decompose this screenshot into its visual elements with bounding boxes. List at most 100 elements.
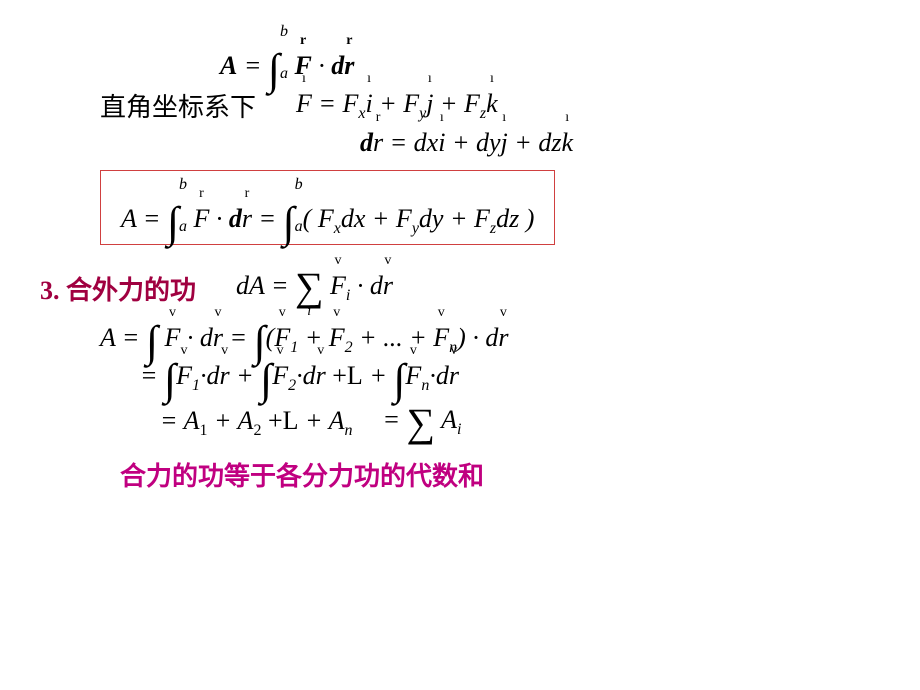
eq3-up1: b — [179, 177, 187, 193]
eq1-dot: · — [312, 51, 332, 80]
equation-work-integral: A = ∫ba F · dr — [220, 24, 880, 83]
eq7-sum: ∑ — [407, 400, 436, 445]
section3-title: 3. 合外力的功 — [40, 270, 196, 307]
eq6-d3: d — [436, 361, 449, 390]
eq3-dx: dx — [341, 204, 366, 233]
eq3-int1: ∫ — [167, 210, 179, 236]
eq2a-i: i — [365, 89, 372, 119]
eq6-plusL: + — [332, 361, 347, 390]
eq2a-Fx: F — [342, 89, 358, 118]
eq4-math: dA = ∑ i Fi · dr — [236, 257, 393, 319]
eq2b-i: i — [438, 128, 445, 158]
eq7-right: = ∑ Ai — [382, 399, 461, 446]
eq6-r2: r — [316, 361, 326, 391]
eq3-Fx: F — [318, 204, 334, 233]
eq1-limits: ba — [280, 24, 288, 82]
eq4-r: r — [383, 271, 393, 301]
eq2b-j: j — [501, 128, 508, 158]
eq5-int1: ∫ — [146, 329, 158, 355]
eq6-s2: 2 — [288, 377, 296, 394]
eq6-int3: ∫ — [393, 367, 405, 393]
eq2a-j: j — [426, 89, 433, 119]
eq6-s1: 1 — [192, 377, 200, 394]
eq7-A1: A — [184, 406, 200, 435]
eq2b-r: r — [373, 128, 383, 158]
eq5-close: ) — [457, 323, 466, 352]
eq2b-math: dr = dxi + dyj + dzk — [360, 128, 573, 158]
eq3-math: A = ∫ba F · dr = ∫ba( Fxdx + Fydy + Fzdz… — [121, 204, 534, 233]
eq3-low2: a — [295, 219, 303, 235]
eq2b-eq: = — [383, 128, 414, 157]
eq5-int2: ∫ — [254, 329, 266, 355]
eq3-lim2: ba — [295, 177, 303, 235]
eq7-plusL: + — [268, 406, 283, 435]
eq6-eq: = — [140, 361, 164, 390]
eq7-left: = A1 + A2 +L + An — [160, 406, 352, 440]
eq5-Fn: F — [433, 323, 449, 353]
eq5-math: A = ∫ F · dr = ∫(F1 + F2 + ... + Fn) · d… — [100, 323, 508, 357]
eq5-F2: F — [329, 323, 345, 353]
eq4-sum: ∑ — [295, 267, 324, 307]
eq3-int2: ∫ — [283, 210, 295, 236]
eq6-d2: d — [303, 361, 316, 390]
eq5-eq1: = — [115, 323, 146, 352]
eq6-d1: d — [207, 361, 220, 390]
row-section3: 3. 合外力的功 dA = ∑ i Fi · dr — [40, 257, 880, 319]
eq1-eq: = — [237, 51, 268, 80]
eq6-p3: + — [369, 361, 393, 390]
eq7-p3: + — [305, 406, 329, 435]
eq2b-d: d — [360, 128, 373, 157]
eq3-open: ( — [303, 204, 318, 233]
eq5-s2: 2 — [345, 339, 353, 356]
eq2a-eq: = — [312, 89, 343, 118]
eq4-dot: · — [350, 271, 370, 300]
eq7-eq1: = — [160, 406, 184, 435]
eq6-Fn: F — [405, 361, 421, 391]
eq6-F2: F — [272, 361, 288, 391]
eq6-L: L — [347, 361, 363, 390]
eq7-sn: n — [344, 422, 352, 439]
eq5-dot2: · — [466, 323, 486, 352]
eq5-d1: d — [200, 323, 213, 352]
eq1-int: ∫ — [268, 57, 280, 83]
boxed-equation: A = ∫ba F · dr = ∫ba( Fxdx + Fydy + Fzdz… — [100, 170, 555, 245]
eq3-sy: y — [412, 220, 419, 237]
eq3-dz: dz — [496, 204, 519, 233]
eq6-r1: r — [220, 361, 230, 391]
eq4-eq: = — [264, 271, 295, 300]
eq3-eq1: = — [136, 204, 167, 233]
eq3-d: d — [229, 204, 242, 233]
eq3-p2: + — [443, 204, 474, 233]
eq5-eq2: = — [230, 323, 254, 352]
eq2a-F: F — [296, 89, 312, 119]
eq3-eq2: = — [252, 204, 283, 233]
eq3-r: r — [242, 204, 252, 234]
eq3-dy: dy — [419, 204, 444, 233]
eq5-r2: r — [498, 323, 508, 353]
eq7-An: A — [329, 406, 345, 435]
eq6-p1: + — [230, 361, 261, 390]
eq7-Ai: A — [441, 405, 457, 434]
eq1-d: d — [331, 51, 344, 80]
eq2b-dz: dz — [538, 128, 561, 157]
eq3-up2: b — [295, 177, 303, 193]
eq2b-dy: dy — [476, 128, 501, 157]
eq5-F: F — [165, 323, 181, 353]
eq3-A: A — [121, 204, 136, 233]
eq2b-p1: + — [445, 128, 476, 157]
eq4-d: d — [370, 271, 383, 300]
eq3-Fz: F — [474, 204, 490, 233]
eq5-A: A — [100, 323, 115, 352]
row-dr: dr = dxi + dyj + dzk — [360, 128, 880, 158]
row-cartesian: 直角坐标系下 F = Fxi + Fyj + Fzk — [100, 87, 880, 124]
eq4-dA: dA — [236, 271, 264, 300]
eq7-L: L — [283, 406, 299, 435]
row-eq7: = A1 + A2 +L + An = ∑ Ai — [160, 399, 880, 446]
eq3-Fy: F — [396, 204, 412, 233]
eq3-close: ) — [519, 204, 534, 233]
eq3-sx: x — [334, 220, 341, 237]
eq3-p1: + — [365, 204, 396, 233]
eq6-F1: F — [176, 361, 192, 391]
eq3-lim1: ba — [179, 177, 187, 235]
eq5-dots: + ... + — [353, 323, 434, 352]
